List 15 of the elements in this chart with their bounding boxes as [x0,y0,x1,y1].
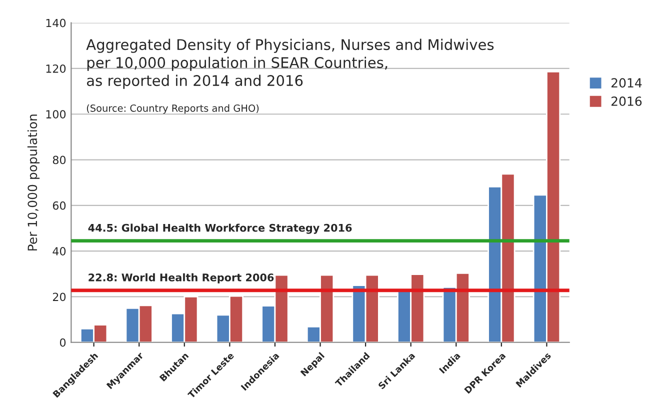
y-tick-label: 20 [52,292,66,302]
y-tick-label: 120 [46,64,66,73]
y-tick-label: 60 [52,201,66,210]
text: Aggregated Density of Physicians, Nurses and Midwives per 10,000 population in SEAR Countries, as reported in 2014 and 2016 [86,38,494,89]
ref-line-label: 44.5: Global Health Workforce Strategy 2016 [88,224,352,234]
y-tick-label: 40 [52,247,66,256]
legend-label: 2016 [611,96,642,106]
legend-label: 2014 [611,78,642,88]
y-axis-title: Per 10,000 population [27,114,40,250]
y-tick-label: 80 [52,156,66,164]
annotation: (Source: Country Reports and GHO) [86,104,259,114]
y-tick-label: 140 [46,18,66,28]
y-tick-label: 0 [60,338,66,347]
y-tick-label: 100 [46,110,66,119]
ref-line-label: 22.8: World Health Report 2006 [88,273,274,284]
